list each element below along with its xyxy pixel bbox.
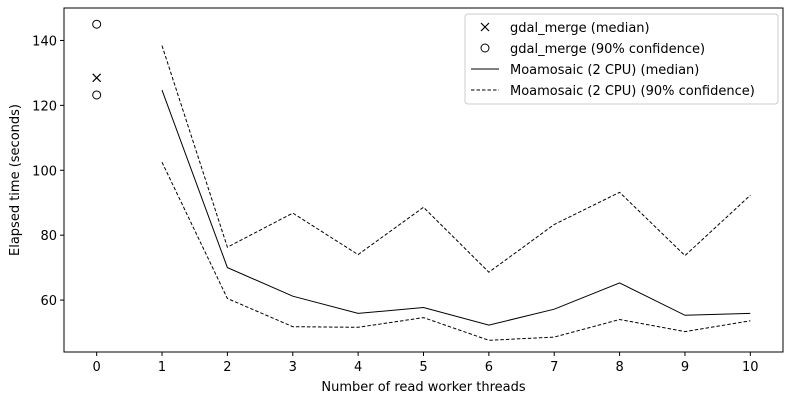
x-tick-label: 2 xyxy=(223,360,231,375)
x-tick-label: 0 xyxy=(93,360,101,375)
legend-label: gdal_merge (90% confidence) xyxy=(510,42,705,57)
x-tick-label: 7 xyxy=(550,360,558,375)
y-tick-label: 100 xyxy=(32,164,57,179)
legend-label: Moamosaic (2 CPU) (median) xyxy=(510,63,699,78)
gdal-merge-confidence-point xyxy=(92,19,102,29)
moamosaic-median-line xyxy=(161,89,751,326)
y-tick-label: 60 xyxy=(40,294,57,309)
moamosaic-confidence-upper-line xyxy=(161,45,751,273)
legend-circle-marker-icon xyxy=(480,43,490,53)
moamosaic-confidence-lower-line xyxy=(161,161,751,341)
x-tick-label: 4 xyxy=(354,360,362,375)
gdal-merge-median-point xyxy=(92,73,102,83)
plot-marks xyxy=(92,19,751,341)
y-axis-ticks: 60 80 100 120 140 xyxy=(32,34,64,309)
y-tick-label: 120 xyxy=(32,99,57,114)
x-tick-label: 8 xyxy=(615,360,623,375)
x-tick-label: 10 xyxy=(742,360,759,375)
x-axis-ticks: 0 1 2 3 4 5 6 7 8 9 10 xyxy=(93,352,759,375)
x-tick-label: 1 xyxy=(158,360,166,375)
x-tick-label: 5 xyxy=(419,360,427,375)
legend: gdal_merge (median) gdal_merge (90% confi… xyxy=(464,13,779,105)
x-tick-label: 6 xyxy=(485,360,493,375)
y-tick-label: 140 xyxy=(32,34,57,49)
legend-label: gdal_merge (median) xyxy=(510,21,650,36)
x-axis-label: Number of read worker threads xyxy=(321,380,526,395)
y-tick-label: 80 xyxy=(40,229,57,244)
gdal-merge-confidence-point xyxy=(92,90,102,100)
x-tick-label: 3 xyxy=(289,360,297,375)
legend-box xyxy=(464,13,779,105)
legend-x-marker-icon xyxy=(480,22,490,32)
y-axis-label: Elapsed time (seconds) xyxy=(8,104,23,256)
x-tick-label: 9 xyxy=(681,360,689,375)
legend-label: Moamosaic (2 CPU) (90% confidence) xyxy=(510,84,755,99)
